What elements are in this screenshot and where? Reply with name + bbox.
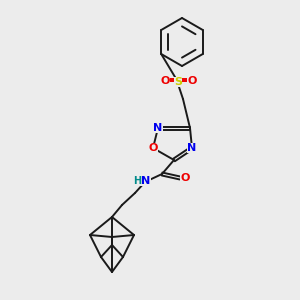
- Text: N: N: [188, 143, 196, 153]
- Text: N: N: [141, 176, 151, 186]
- Text: O: O: [160, 76, 170, 86]
- Text: S: S: [174, 77, 182, 87]
- Text: N: N: [153, 123, 163, 133]
- Text: H: H: [133, 176, 141, 186]
- Text: O: O: [148, 143, 158, 153]
- Text: O: O: [180, 173, 190, 183]
- Text: O: O: [187, 76, 197, 86]
